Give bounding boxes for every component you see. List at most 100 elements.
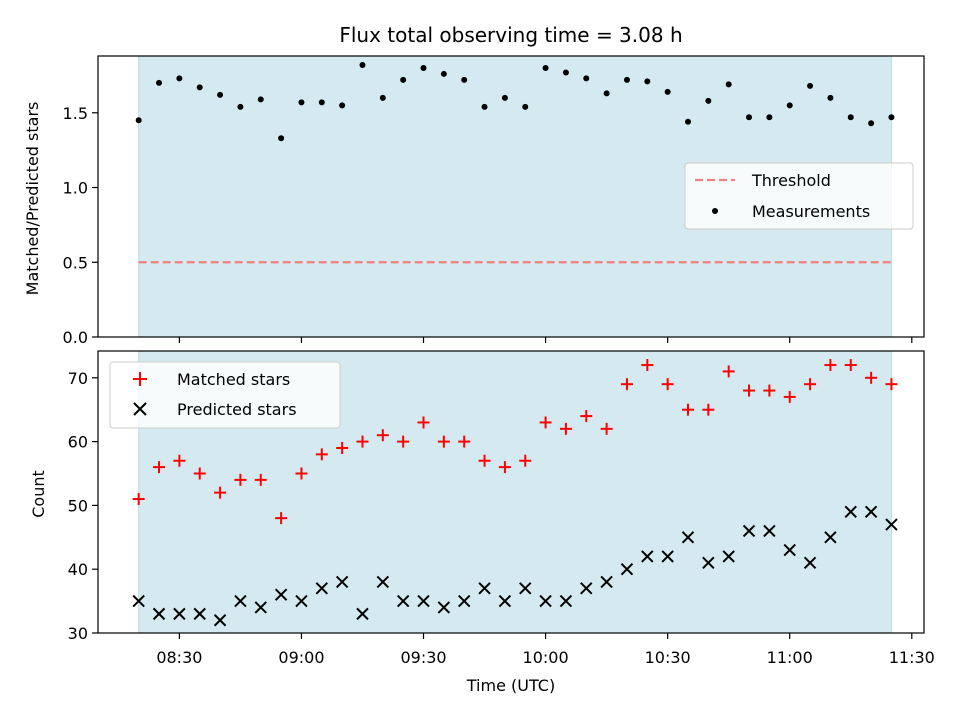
predicted-star-point bbox=[742, 524, 756, 538]
measurement-point bbox=[237, 103, 244, 110]
predicted-star-point bbox=[864, 505, 878, 518]
measurement-point bbox=[644, 78, 651, 85]
predicted-star-point bbox=[315, 582, 329, 595]
predicted-star-point bbox=[722, 550, 735, 563]
predicted-star-point bbox=[803, 556, 817, 570]
measurement-point bbox=[359, 61, 366, 68]
predicted-star-point bbox=[295, 594, 308, 608]
matched-star-point bbox=[885, 378, 898, 391]
measurement-point bbox=[868, 120, 875, 127]
bottom-ytick-label: 40 bbox=[68, 560, 88, 579]
matched-stars-points bbox=[132, 359, 898, 525]
matched-star-point bbox=[275, 512, 288, 525]
measurement-point bbox=[379, 94, 386, 101]
predicted-star-point bbox=[274, 588, 288, 601]
matched-star-point bbox=[417, 416, 430, 429]
matched-star-point bbox=[559, 422, 572, 435]
predicted-star-point bbox=[396, 594, 410, 608]
measurement-point bbox=[196, 84, 203, 91]
predicted-star-point bbox=[193, 607, 206, 621]
measurement-points bbox=[135, 61, 895, 142]
measurement-point bbox=[888, 114, 895, 121]
legend-predicted-swatch bbox=[133, 402, 147, 416]
measurement-point bbox=[746, 114, 753, 121]
matched-star-point bbox=[214, 486, 227, 499]
predicted-star-point bbox=[417, 594, 430, 608]
bottom-ytick-label: 30 bbox=[68, 624, 88, 643]
matched-star-point bbox=[437, 435, 450, 448]
measurement-point bbox=[664, 88, 671, 95]
measurement-point bbox=[318, 99, 325, 106]
predicted-star-point bbox=[356, 607, 369, 621]
predicted-star-point bbox=[641, 550, 654, 563]
panel-counts: 30 40 50 60 70 08:30 09:00 09:30 10:00 10:30 11:0… bbox=[29, 350, 935, 695]
matched-star-point bbox=[600, 422, 613, 435]
measurement-point bbox=[603, 90, 610, 97]
predicted-stars-points bbox=[132, 505, 898, 627]
matched-star-point bbox=[804, 378, 817, 391]
bottom-xtick-label: 10:00 bbox=[523, 648, 569, 667]
y-axis-label-bottom: Count bbox=[29, 470, 48, 518]
predicted-star-point bbox=[173, 607, 186, 621]
matched-star-point bbox=[682, 403, 694, 416]
bottom-xtick-label: 10:30 bbox=[645, 648, 691, 667]
predicted-star-point bbox=[620, 562, 634, 576]
measurement-point bbox=[786, 102, 793, 109]
legend-predicted-label: Predicted stars bbox=[177, 400, 297, 419]
predicted-star-point bbox=[681, 531, 695, 544]
bottom-xtick-label: 11:00 bbox=[767, 648, 813, 667]
measurement-point bbox=[827, 94, 834, 101]
measurement-point bbox=[176, 75, 183, 82]
measurement-point bbox=[217, 91, 224, 98]
measurement-point bbox=[847, 114, 854, 121]
matched-star-point bbox=[702, 403, 715, 416]
top-ytick-label: 0.5 bbox=[63, 253, 88, 272]
bottom-xtick-label: 09:30 bbox=[400, 648, 446, 667]
matched-star-point bbox=[743, 384, 756, 397]
matched-star-point bbox=[722, 365, 735, 378]
measurement-point bbox=[440, 70, 447, 77]
matched-star-point bbox=[132, 493, 145, 506]
measurement-point bbox=[583, 75, 590, 82]
matched-star-point bbox=[254, 473, 267, 486]
x-axis-label: Time (UTC) bbox=[466, 676, 555, 695]
matched-star-point bbox=[661, 378, 674, 391]
predicted-star-point bbox=[519, 582, 532, 595]
measurement-point bbox=[725, 81, 732, 88]
legend-threshold-label: Threshold bbox=[751, 171, 831, 190]
measurement-point bbox=[542, 64, 549, 71]
predicted-star-point bbox=[783, 543, 796, 557]
measurement-point bbox=[339, 102, 346, 109]
y-axis-ticks-bottom: 30 40 50 60 70 bbox=[68, 369, 98, 643]
y-axis-label-top: Matched/Predicted stars bbox=[23, 102, 42, 296]
predicted-star-point bbox=[600, 575, 613, 589]
predicted-star-point bbox=[498, 594, 512, 608]
bottom-ytick-label: 60 bbox=[68, 433, 88, 452]
matched-star-point bbox=[295, 467, 308, 480]
matched-star-point bbox=[173, 454, 186, 467]
predicted-star-point bbox=[885, 518, 898, 531]
matched-star-point bbox=[356, 435, 369, 448]
measurement-point bbox=[420, 64, 427, 71]
measurement-point bbox=[298, 99, 305, 106]
predicted-star-point bbox=[234, 594, 247, 608]
measurement-point bbox=[461, 76, 468, 83]
matched-star-point bbox=[397, 435, 410, 448]
matched-star-point bbox=[620, 378, 633, 391]
matched-star-point bbox=[865, 371, 878, 384]
measurement-point bbox=[807, 82, 814, 89]
measurement-point bbox=[481, 103, 488, 110]
top-ytick-label: 1.5 bbox=[63, 104, 88, 123]
matched-star-point bbox=[519, 454, 532, 467]
measurement-point bbox=[685, 118, 691, 125]
predicted-star-point bbox=[539, 594, 552, 608]
measurement-point bbox=[400, 76, 407, 83]
y-axis-ticks-top: 0.0 0.5 1.0 1.5 bbox=[63, 104, 98, 347]
matched-star-point bbox=[844, 359, 857, 372]
bottom-ytick-label: 70 bbox=[68, 369, 88, 388]
matched-star-point bbox=[193, 467, 206, 480]
matched-star-point bbox=[315, 448, 328, 461]
legend-bottom: Matched stars Predicted stars bbox=[109, 361, 341, 429]
chart-title: Flux total observing time = 3.08 h bbox=[339, 23, 682, 47]
